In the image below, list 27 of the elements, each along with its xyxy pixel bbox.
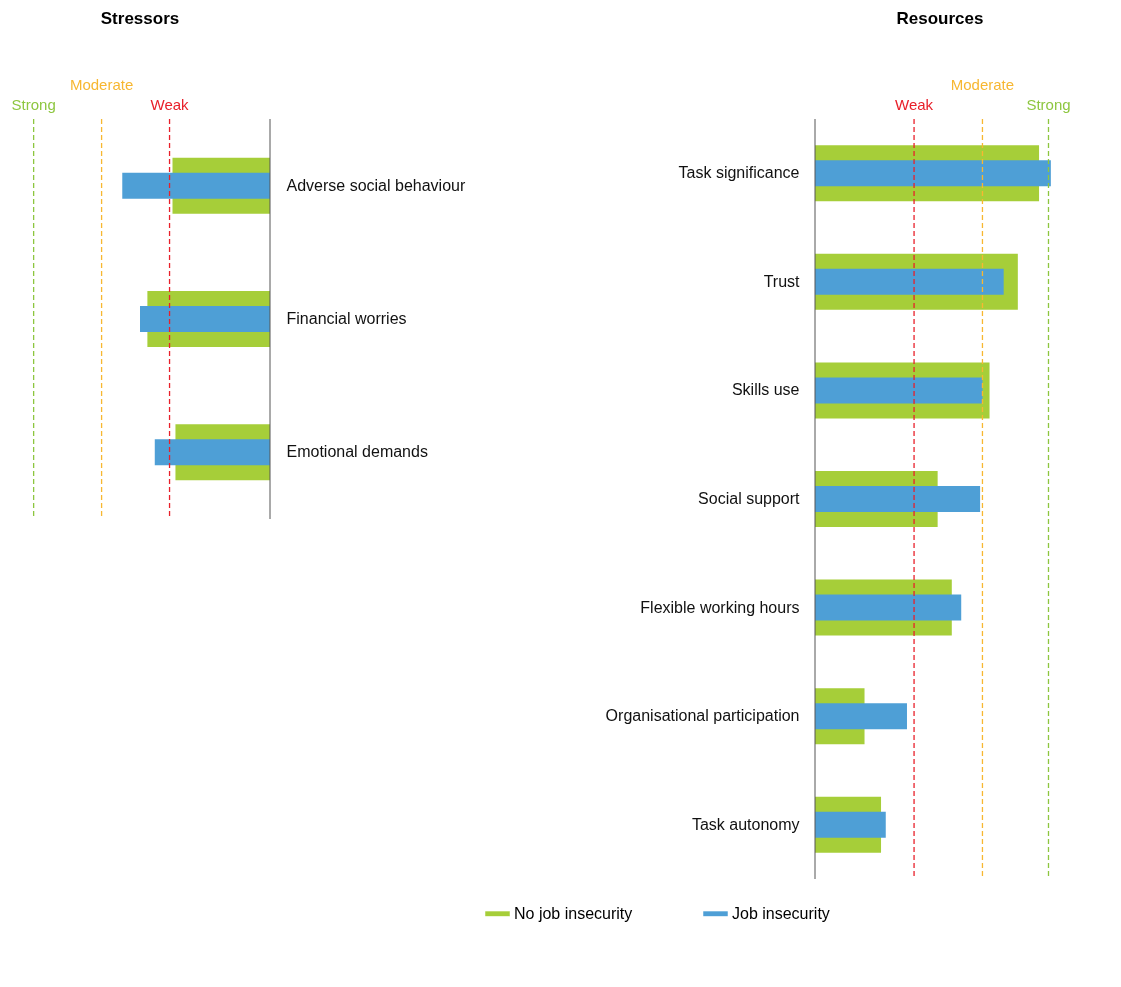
ref-line-label: Strong — [1026, 96, 1071, 113]
y-tick-label: Task autonomy — [691, 815, 800, 833]
bar — [815, 377, 983, 404]
bar — [815, 160, 1051, 187]
ref-line-label: Moderate — [69, 76, 134, 93]
y-tick-label: Flexible working hours — [640, 598, 800, 616]
y-tick-label: Social support — [698, 490, 801, 507]
y-tick-label: Trust — [763, 272, 801, 290]
chart-title: Resources — [896, 9, 984, 28]
bar — [815, 703, 907, 730]
chart-title: Stressors — [100, 9, 180, 28]
y-tick-label: Adverse social behaviour — [286, 176, 466, 194]
legend-label: Job insecurity — [732, 904, 830, 922]
bar — [815, 268, 1004, 295]
ref-line-label: Weak — [150, 96, 190, 113]
bar — [815, 811, 886, 838]
y-tick-label: Organisational participation — [605, 707, 800, 725]
y-tick-label: Task significance — [678, 164, 800, 182]
bar — [815, 486, 981, 512]
ref-line-label: Moderate — [950, 76, 1015, 93]
ref-line-label: Weak — [895, 96, 934, 113]
y-tick-label: Emotional demands — [286, 443, 428, 461]
y-tick-label: Financial worries — [286, 310, 407, 327]
y-tick-label: Skills use — [731, 381, 800, 399]
legend-label: No job insecurity — [514, 904, 633, 922]
ref-line-label: Strong — [11, 96, 56, 113]
bar — [815, 594, 962, 621]
